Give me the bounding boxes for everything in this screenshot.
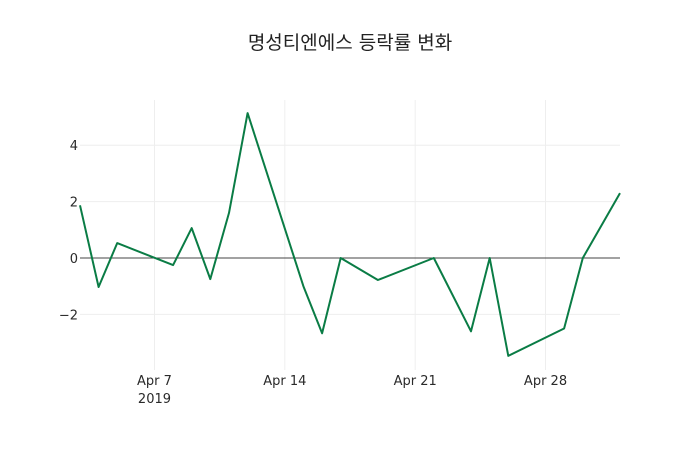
y-tick-label: 2	[70, 196, 78, 211]
x-tick-label: Apr 14	[263, 374, 306, 389]
y-tick-label: 0	[70, 252, 78, 267]
x-tick-year: 2019	[138, 392, 171, 407]
x-tick-label: Apr 28	[524, 374, 567, 389]
data-line	[79, 112, 621, 357]
gridlines	[80, 100, 620, 370]
chart-title: 명성티엔에스 등락률 변화	[247, 32, 453, 54]
y-tick-label: −2	[59, 308, 78, 323]
x-tick-label: Apr 7	[137, 374, 172, 389]
series-line	[79, 112, 621, 357]
x-tick-label: Apr 21	[394, 374, 437, 389]
y-tick-label: 4	[70, 139, 78, 154]
y-axis-ticks: −2 0 2 4	[59, 139, 78, 323]
x-axis-ticks: Apr 7 2019 Apr 14 Apr 21 Apr 28	[137, 374, 567, 407]
